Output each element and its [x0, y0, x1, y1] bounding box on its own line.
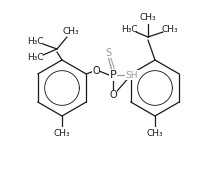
Text: P: P	[110, 70, 116, 80]
Text: CH₃: CH₃	[162, 26, 178, 35]
Text: CH₃: CH₃	[140, 13, 156, 21]
Text: O: O	[109, 90, 117, 100]
Text: O: O	[92, 66, 100, 76]
Text: CH₃: CH₃	[147, 129, 163, 138]
Text: SH: SH	[126, 71, 138, 80]
Text: H₃C: H₃C	[121, 26, 137, 35]
Text: CH₃: CH₃	[63, 28, 79, 37]
Text: CH₃: CH₃	[54, 129, 70, 138]
Text: H₃C: H₃C	[27, 38, 43, 47]
Text: S: S	[105, 48, 111, 58]
Text: H₃C: H₃C	[27, 54, 43, 63]
